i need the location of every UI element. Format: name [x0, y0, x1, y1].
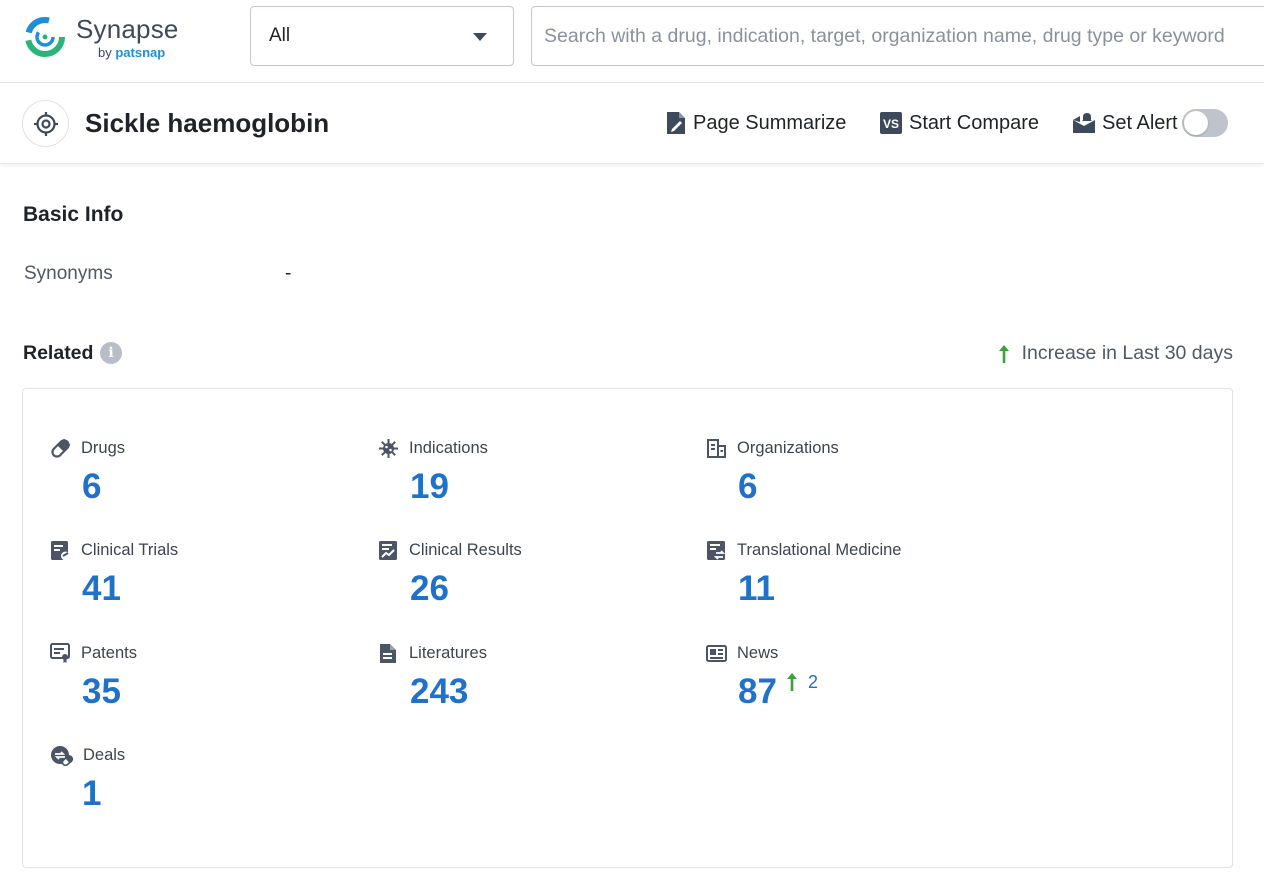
set-alert-toggle[interactable] — [1182, 109, 1228, 137]
stat-value[interactable]: 1 — [82, 776, 101, 811]
stat-label: Drugs — [81, 439, 125, 458]
synonyms-label: Synonyms — [24, 263, 113, 285]
svg-text:VS: VS — [883, 117, 899, 131]
pill-icon — [50, 438, 71, 459]
stat-indications[interactable]: Indications 19 — [378, 437, 678, 527]
vs-compare-icon: VS — [879, 111, 903, 135]
handshake-icon — [50, 745, 73, 766]
search-box[interactable] — [531, 6, 1264, 66]
stat-label: Patents — [81, 644, 137, 663]
clipboard-icon — [50, 540, 71, 561]
synonyms-value: - — [285, 263, 291, 285]
alert-mail-icon — [1072, 112, 1096, 134]
set-alert-label: Set Alert — [1102, 112, 1178, 135]
stat-value[interactable]: 6 — [82, 469, 101, 504]
news-increase-value: 2 — [808, 672, 818, 693]
stat-value[interactable]: 35 — [82, 674, 121, 709]
page-summarize-button[interactable]: Page Summarize — [665, 109, 846, 137]
stat-translational-medicine[interactable]: Translational Medicine 11 — [706, 539, 1006, 629]
stat-value[interactable]: 243 — [410, 674, 468, 709]
stat-label: Clinical Trials — [81, 541, 178, 560]
search-input[interactable] — [532, 7, 1264, 65]
top-bar: Synapse by patsnap All — [0, 0, 1264, 83]
stat-organizations[interactable]: Organizations 6 — [706, 437, 1006, 527]
search-scope-select[interactable]: All — [250, 6, 514, 66]
stat-drugs[interactable]: Drugs 6 — [50, 437, 350, 527]
start-compare-label: Start Compare — [909, 112, 1039, 135]
page-title: Sickle haemoglobin — [85, 108, 329, 139]
basic-info-title: Basic Info — [23, 203, 123, 227]
document-icon — [378, 643, 399, 664]
app-name: Synapse — [76, 16, 179, 42]
arrow-up-icon — [786, 672, 798, 692]
stat-label: Organizations — [737, 439, 839, 458]
stat-value[interactable]: 19 — [410, 469, 449, 504]
info-icon[interactable]: i — [100, 342, 122, 364]
virus-icon — [378, 438, 399, 459]
certificate-icon — [50, 643, 71, 664]
stat-value[interactable]: 11 — [738, 571, 775, 606]
caret-down-icon — [473, 33, 487, 41]
stat-label: Literatures — [409, 644, 487, 663]
stat-value[interactable]: 41 — [82, 571, 121, 606]
set-alert-button[interactable]: Set Alert — [1072, 109, 1178, 137]
toggle-knob — [1184, 111, 1208, 135]
stat-patents[interactable]: Patents 35 — [50, 642, 350, 732]
stat-value[interactable]: 26 — [410, 571, 449, 606]
stat-news[interactable]: News 87 2 — [706, 642, 1006, 732]
related-title: Related — [23, 342, 93, 365]
related-stats-panel: Drugs 6 Indications 19 — [22, 388, 1233, 868]
news-increase[interactable]: 2 — [786, 672, 818, 693]
stat-label: Deals — [83, 746, 125, 765]
arrow-up-icon — [998, 344, 1010, 364]
page-summarize-label: Page Summarize — [693, 112, 846, 135]
entity-header: Sickle haemoglobin Page Summarize VS Sta… — [0, 83, 1264, 164]
search-scope-value: All — [269, 25, 290, 47]
synapse-logo-icon — [22, 14, 68, 60]
stat-deals[interactable]: Deals 1 — [50, 744, 350, 834]
target-icon — [22, 100, 69, 147]
stat-value[interactable]: 87 — [738, 674, 777, 709]
synapse-logo[interactable]: Synapse by patsnap — [22, 13, 179, 61]
increase-legend: Increase in Last 30 days — [998, 342, 1233, 365]
stat-label: Translational Medicine — [737, 541, 901, 560]
stat-clinical-results[interactable]: Clinical Results 26 — [378, 539, 678, 629]
start-compare-button[interactable]: VS Start Compare — [879, 109, 1039, 137]
exchange-report-icon — [706, 540, 727, 561]
chart-report-icon — [378, 540, 399, 561]
stat-label: News — [737, 644, 778, 663]
newspaper-icon — [706, 643, 727, 664]
building-icon — [706, 438, 727, 459]
stat-label: Clinical Results — [409, 541, 522, 560]
stat-literatures[interactable]: Literatures 243 — [378, 642, 678, 732]
stat-value[interactable]: 6 — [738, 469, 757, 504]
app-byline: by patsnap — [98, 46, 179, 59]
stat-label: Indications — [409, 439, 488, 458]
stat-clinical-trials[interactable]: Clinical Trials 41 — [50, 539, 350, 629]
summarize-document-icon — [665, 111, 687, 135]
